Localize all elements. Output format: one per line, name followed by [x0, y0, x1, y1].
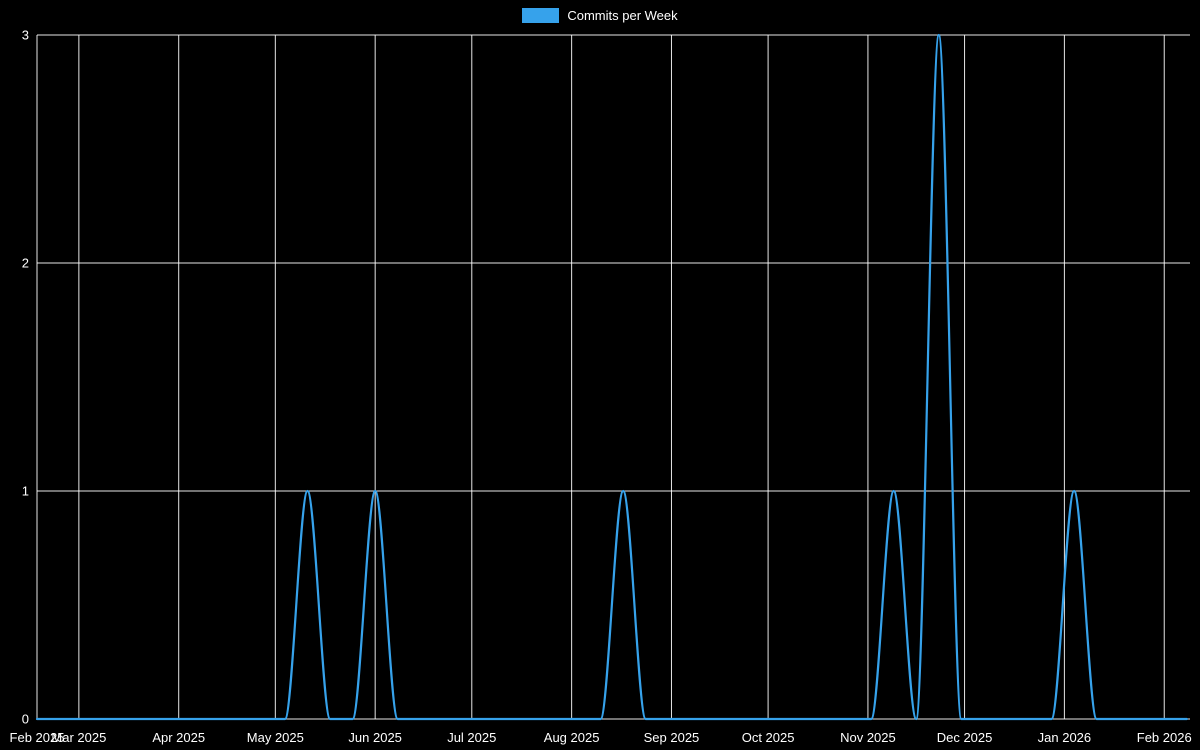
- y-axis-tick-label: 1: [22, 484, 29, 499]
- y-axis-tick-label: 2: [22, 256, 29, 271]
- x-axis-tick-label: Feb 2026: [1137, 730, 1192, 745]
- y-axis-tick-label: 3: [22, 28, 29, 43]
- x-axis-tick-label: Mar 2025: [51, 730, 106, 745]
- x-axis-tick-label: Dec 2025: [937, 730, 993, 745]
- x-axis-tick-label: Feb 2025: [10, 730, 65, 745]
- x-axis-tick-label: Aug 2025: [544, 730, 600, 745]
- y-axis-tick-label: 0: [22, 712, 29, 727]
- legend-label: Commits per Week: [567, 8, 678, 23]
- x-axis-tick-label: Sep 2025: [644, 730, 700, 745]
- legend-item-commits-per-week[interactable]: Commits per Week: [522, 8, 678, 23]
- x-axis-tick-label: May 2025: [247, 730, 304, 745]
- x-axis-tick-label: Oct 2025: [742, 730, 795, 745]
- x-axis-tick-label: Jan 2026: [1038, 730, 1092, 745]
- x-axis-tick-label: Jun 2025: [348, 730, 402, 745]
- x-axis-tick-label: Jul 2025: [447, 730, 496, 745]
- chart-legend: Commits per Week: [0, 8, 1200, 23]
- x-axis-tick-label: Apr 2025: [152, 730, 205, 745]
- legend-color-swatch: [522, 8, 560, 23]
- commits-line: [35, 33, 1188, 721]
- x-axis-tick-label: Nov 2025: [840, 730, 896, 745]
